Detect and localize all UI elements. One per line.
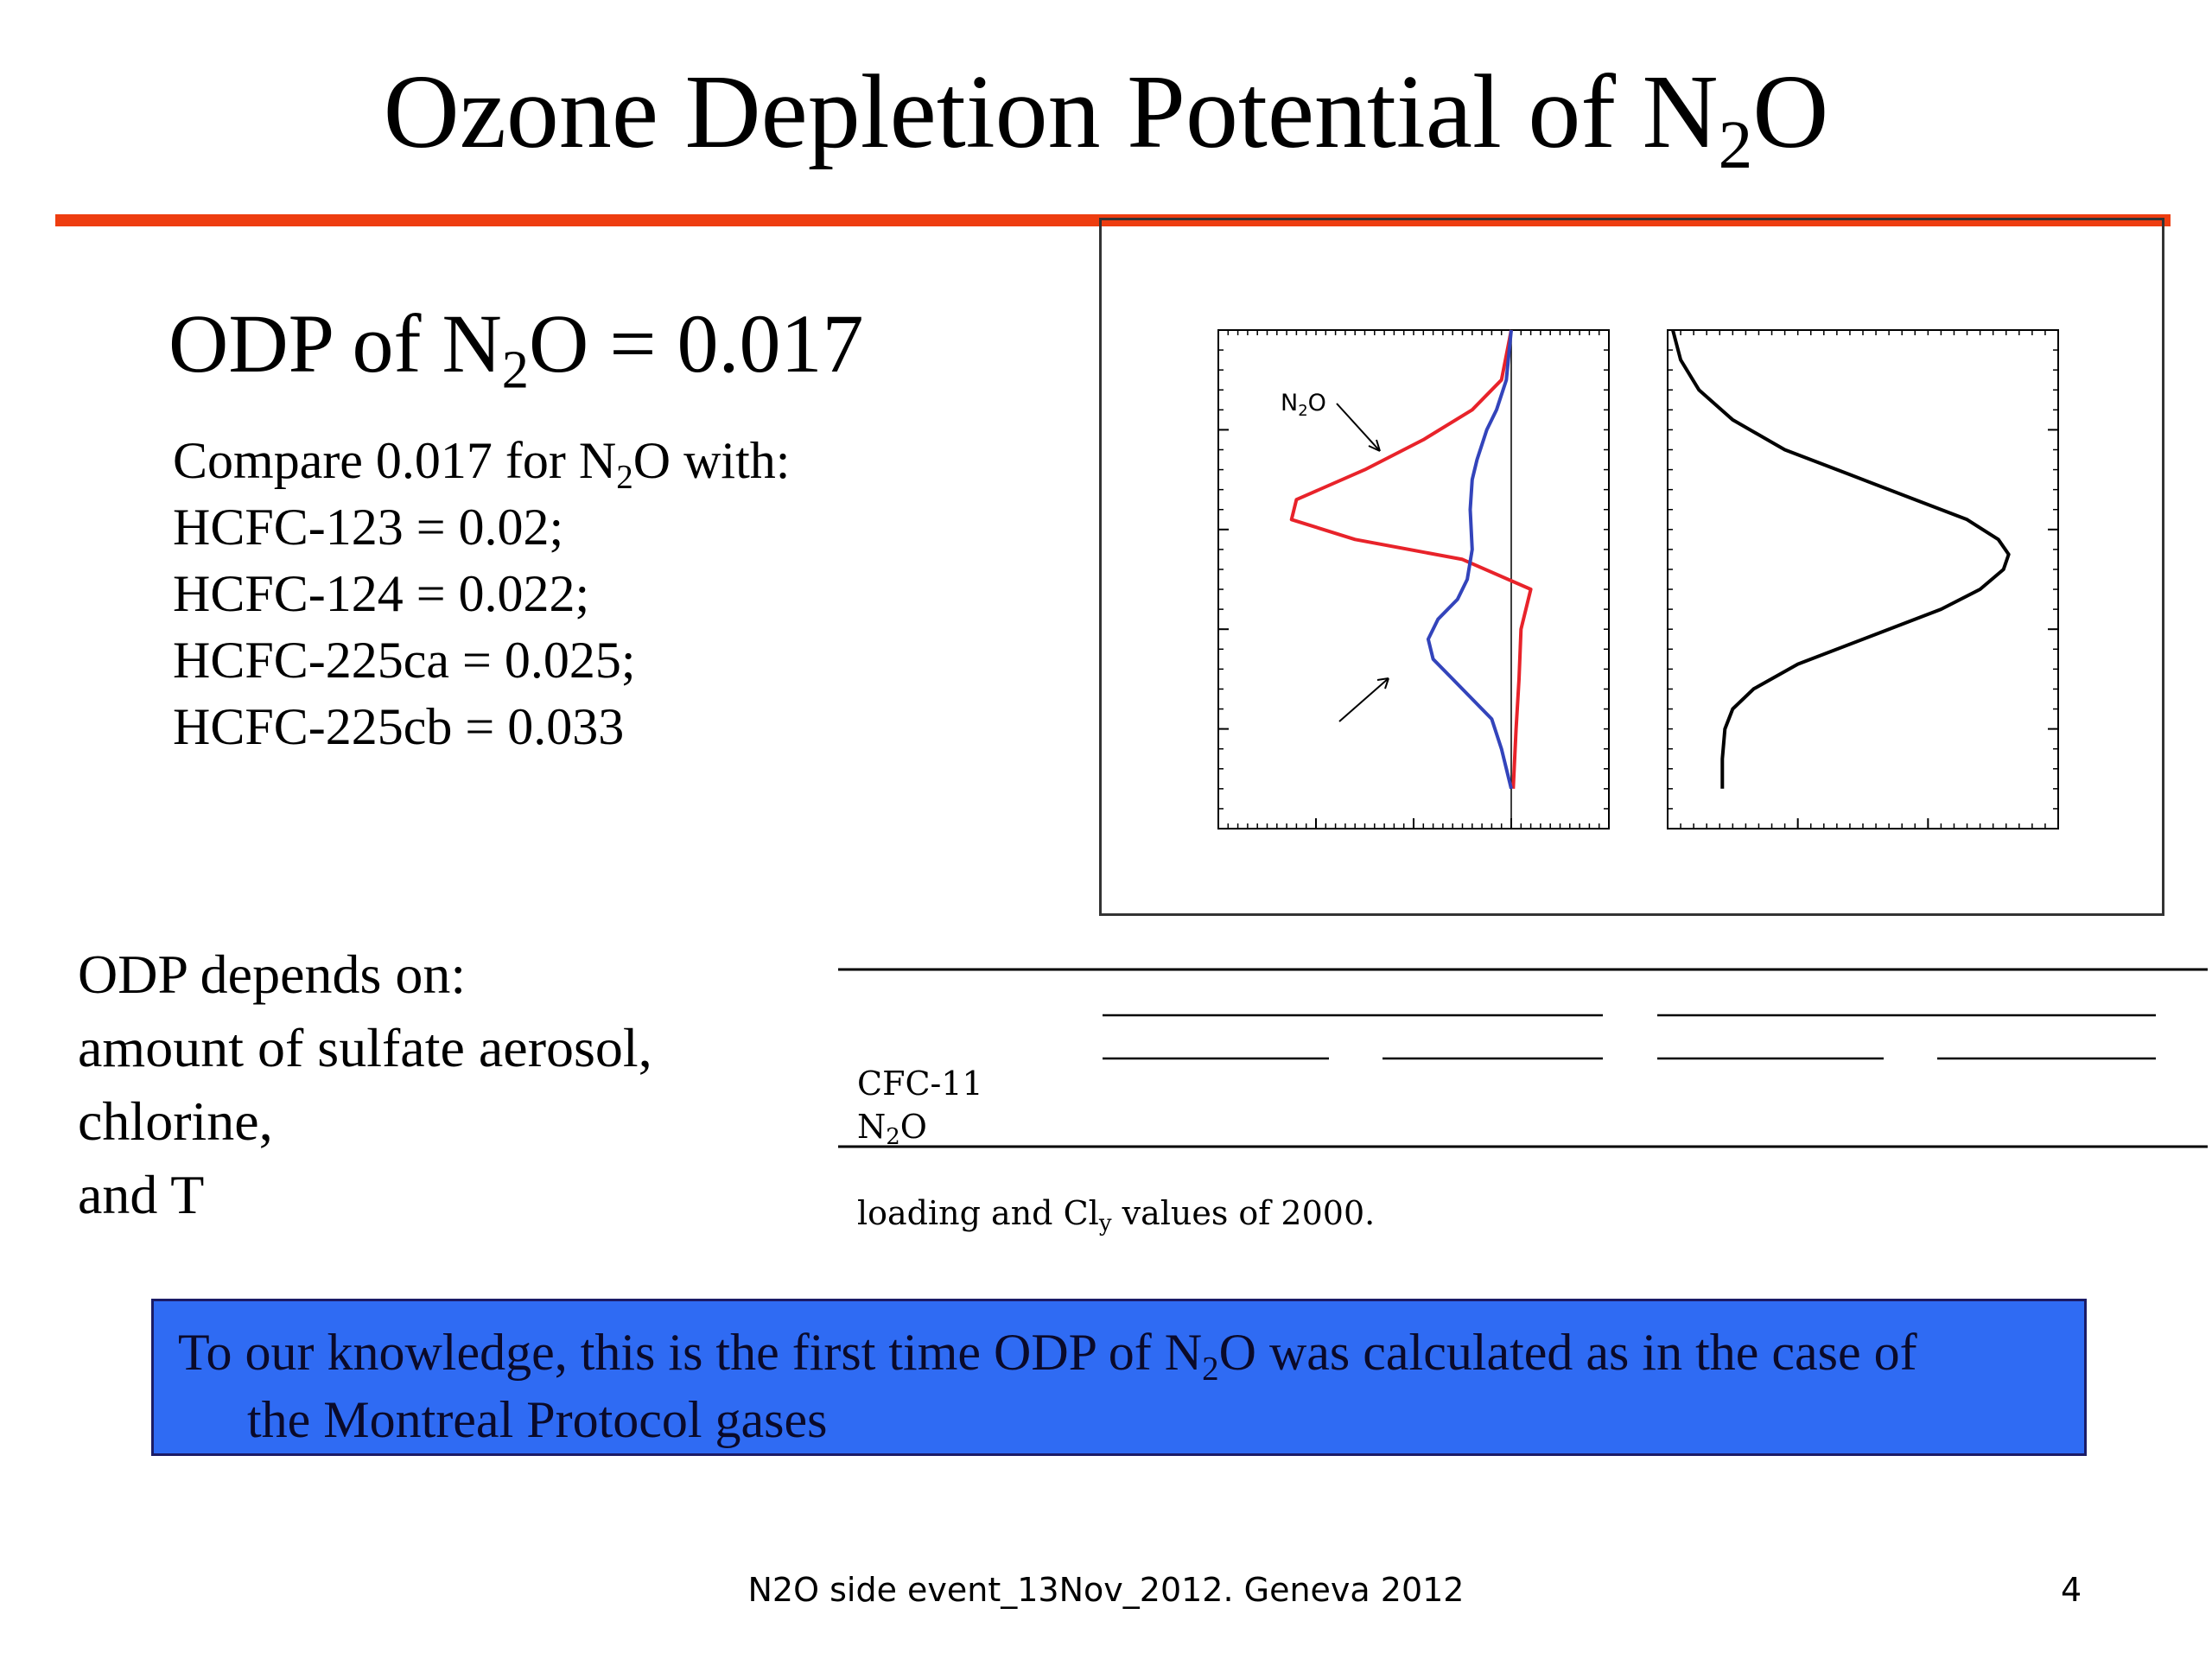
odp-table: CFC-11 N2O loading and Cly values of 2000. bbox=[838, 968, 2208, 1236]
compare-item: HCFC-225ca = 0.025; bbox=[173, 632, 636, 689]
depends-item: chlorine, bbox=[78, 1090, 273, 1152]
note-line-1: To our knowledge, this is the first time… bbox=[178, 1324, 1917, 1388]
note-line-2: the Montreal Protocol gases bbox=[247, 1391, 828, 1448]
chart1-plot-frame bbox=[1217, 329, 1610, 830]
cfc11-annotation-arrowhead bbox=[1376, 677, 1389, 690]
n2o-annotation-arrow bbox=[1336, 403, 1381, 452]
table-row-label: CFC-11 bbox=[857, 1065, 983, 1103]
title-divider bbox=[55, 214, 2171, 226]
slide-title: Ozone Depletion Potential of N2O bbox=[383, 54, 1829, 183]
n2o-series-line bbox=[1289, 329, 1533, 789]
compare-list: Compare 0.017 for N2O with: HCFC-123 = 0… bbox=[173, 428, 790, 760]
note-box: To our knowledge, this is the first time… bbox=[151, 1299, 2087, 1456]
chart-frame bbox=[1099, 218, 2164, 916]
table-footnote-line2: loading and Cly values of 2000. bbox=[857, 1194, 1375, 1236]
depends-item: and T bbox=[78, 1164, 205, 1225]
chart2-plot-frame bbox=[1667, 329, 2059, 830]
odp-depends-list: ODP depends on: amount of sulfate aeroso… bbox=[78, 938, 652, 1231]
ozone-charts: N2O bbox=[1217, 329, 2059, 830]
depends-heading: ODP depends on: bbox=[78, 944, 467, 1005]
cfc11-annotation-arrow bbox=[1338, 677, 1389, 722]
compare-intro: Compare 0.017 for N2O with: bbox=[173, 432, 791, 496]
compare-item: HCFC-124 = 0.022; bbox=[173, 565, 590, 622]
depends-item: amount of sulfate aerosol, bbox=[78, 1017, 652, 1078]
compare-item: HCFC-225cb = 0.033 bbox=[173, 698, 625, 755]
odp-headline: ODP of N2O = 0.017 bbox=[168, 297, 864, 400]
n2o-series-label: N2O bbox=[1281, 390, 1326, 420]
table-row-label: N2O bbox=[857, 1108, 927, 1150]
footer-text: N2O side event_13Nov_2012. Geneva 2012 bbox=[747, 1571, 1465, 1609]
page-number: 4 bbox=[2061, 1571, 2082, 1609]
compare-item: HCFC-123 = 0.02; bbox=[173, 499, 564, 556]
cfc11-series-line bbox=[1426, 329, 1513, 790]
n2o-annotation-arrowhead bbox=[1368, 439, 1381, 452]
global-mean-ozone-line bbox=[1671, 329, 2011, 789]
